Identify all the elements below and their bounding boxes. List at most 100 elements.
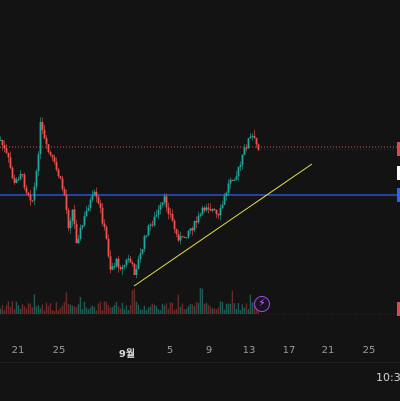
- candle-body: [101, 207, 104, 224]
- time-axis-tick: 9월: [118, 349, 136, 360]
- candle-body: [11, 167, 14, 179]
- candle-body: [213, 209, 216, 211]
- volume-bar: [115, 301, 118, 314]
- candle-body: [71, 209, 74, 221]
- volume-bar: [19, 308, 22, 314]
- volume-bar: [171, 303, 174, 314]
- candle-body: [189, 228, 192, 231]
- chart-canvas[interactable]: [0, 0, 400, 340]
- candle-body: [159, 204, 162, 210]
- volume-bar: [133, 288, 136, 314]
- volume-bar: [195, 302, 198, 314]
- candle-body: [41, 122, 44, 130]
- volume-bar: [67, 303, 70, 314]
- volume-bar: [69, 304, 72, 314]
- candle-body: [145, 235, 148, 237]
- candle-body: [33, 186, 36, 201]
- candle-body: [199, 214, 202, 216]
- volume-bar: [149, 306, 152, 314]
- volume-bar: [211, 308, 214, 314]
- lightning-bolt-icon[interactable]: ⚡: [254, 296, 270, 312]
- candle-body: [17, 179, 20, 181]
- price-marker-current: [397, 166, 400, 180]
- volume-bar: [223, 309, 226, 314]
- volume-bar: [131, 290, 134, 314]
- time-axis-tick: 9: [205, 345, 213, 356]
- candle-body: [149, 224, 152, 226]
- candle-body: [69, 220, 72, 229]
- volume-bar: [147, 307, 150, 314]
- volume-bar: [165, 303, 168, 314]
- volume-bar: [217, 307, 220, 314]
- volume-bar: [5, 305, 8, 314]
- candle-body: [49, 151, 52, 155]
- volume-bar: [93, 307, 96, 314]
- volume-bar: [193, 305, 196, 314]
- candle-body: [233, 179, 236, 181]
- candle-body: [79, 227, 82, 239]
- volume-bar: [183, 309, 186, 314]
- volume-bar: [225, 303, 228, 314]
- volume-bar: [33, 294, 36, 314]
- candle-body: [197, 215, 200, 223]
- volume-bar: [81, 309, 84, 314]
- volume-bar: [47, 306, 50, 314]
- candle-body: [207, 207, 210, 210]
- candle-body: [175, 229, 178, 235]
- volume-bar: [221, 301, 224, 314]
- volume-bar: [121, 302, 124, 314]
- candle-body: [93, 191, 96, 195]
- candle-body: [163, 196, 166, 203]
- volume-bar: [21, 304, 24, 314]
- volume-bar: [49, 303, 52, 314]
- candle-body: [225, 192, 228, 196]
- volume-bar: [43, 310, 46, 314]
- price-marker-support: [397, 188, 400, 202]
- candle-body: [77, 238, 80, 244]
- time-axis[interactable]: 21 25 9월 5 9 13 17 21 25: [0, 340, 400, 362]
- volume-bar: [249, 294, 252, 314]
- candle-body: [99, 203, 102, 208]
- volume-bar: [39, 308, 42, 314]
- volume-bar: [89, 307, 92, 314]
- volume-bar: [55, 301, 58, 314]
- candle-body: [31, 200, 34, 202]
- candle-body: [231, 179, 234, 181]
- volume-bar: [0, 308, 2, 314]
- candle-body: [183, 236, 186, 238]
- candle-body: [237, 167, 240, 177]
- volume-bar: [153, 304, 156, 314]
- candle-body: [111, 266, 114, 270]
- volume-bar: [63, 302, 66, 314]
- volume-bar: [61, 305, 64, 314]
- volume-bar: [157, 308, 160, 314]
- time-axis-tick: 13: [242, 345, 256, 356]
- volume-bar: [11, 301, 14, 314]
- volume-bar: [127, 310, 130, 314]
- candle-body: [61, 178, 64, 190]
- candle-body: [23, 174, 26, 188]
- candle-body: [45, 138, 48, 145]
- volume-bar: [229, 303, 232, 314]
- candle-body: [29, 195, 32, 201]
- volume-bar: [23, 306, 26, 314]
- price-chart[interactable]: [0, 0, 400, 340]
- volume-bar: [185, 308, 188, 314]
- volume-bar: [231, 290, 234, 314]
- volume-bar: [15, 301, 18, 314]
- candle-body: [209, 209, 212, 211]
- volume-bar: [199, 287, 202, 314]
- candle-body: [123, 264, 126, 267]
- volume-bar: [35, 306, 38, 314]
- volume-bar: [13, 309, 16, 314]
- volume-bar: [105, 301, 108, 314]
- volume-bar: [83, 301, 86, 314]
- volume-bar: [247, 309, 250, 314]
- candle-body: [63, 189, 66, 196]
- volume-bar: [245, 303, 248, 314]
- volume-bar: [163, 305, 166, 314]
- volume-bar: [137, 304, 140, 314]
- candle-body: [217, 214, 220, 216]
- candle-body: [251, 135, 254, 137]
- volume-bar: [173, 310, 176, 314]
